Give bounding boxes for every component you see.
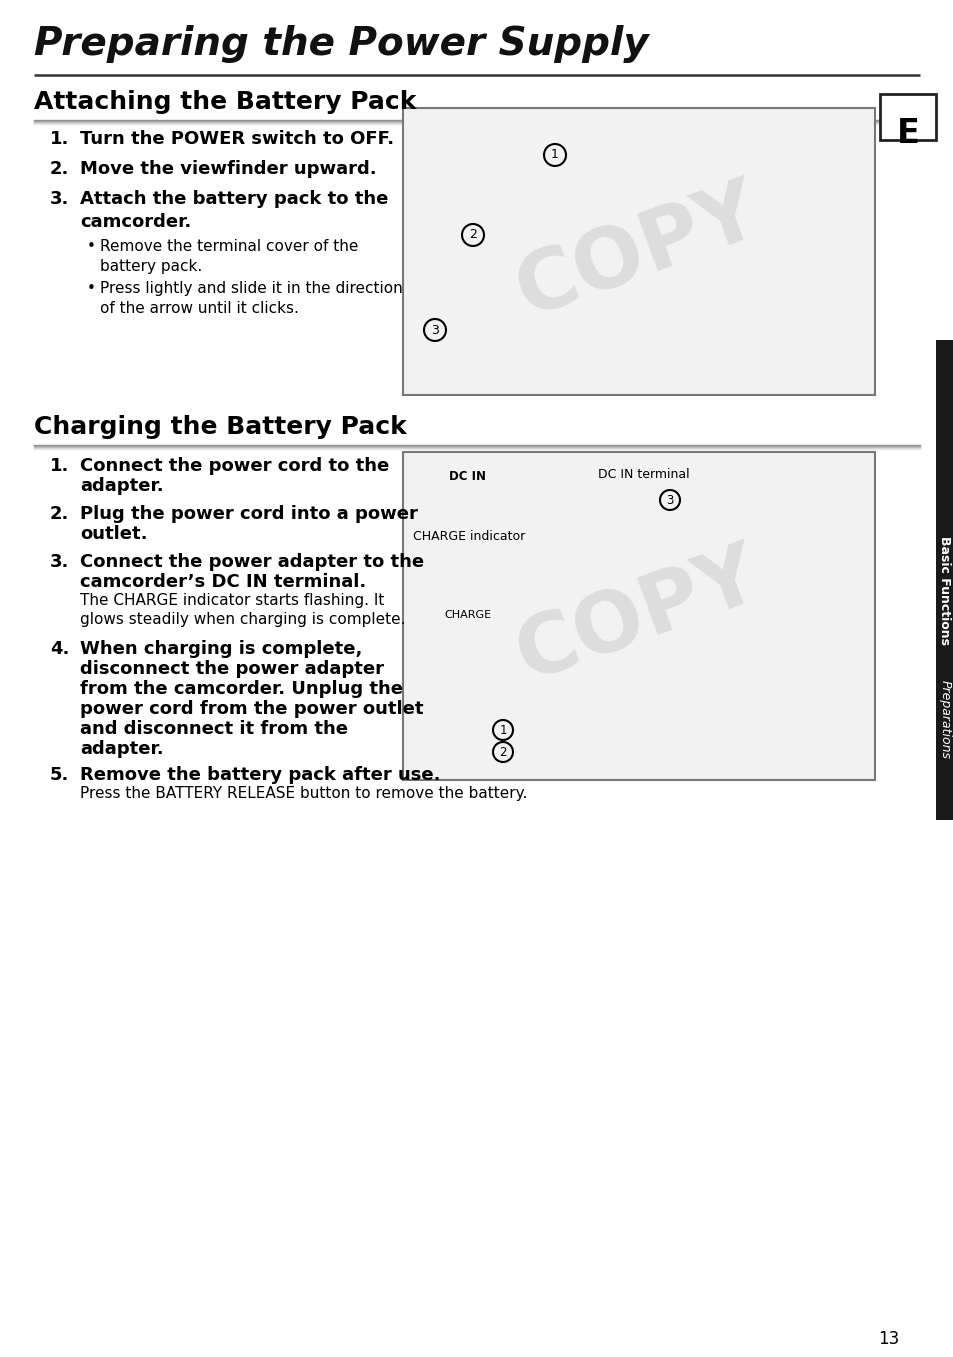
Text: 3: 3	[431, 323, 438, 337]
Text: battery pack.: battery pack.	[100, 259, 202, 274]
Text: When charging is complete,: When charging is complete,	[80, 641, 362, 658]
Text: 1: 1	[498, 723, 506, 737]
Text: glows steadily when charging is complete.: glows steadily when charging is complete…	[80, 612, 405, 627]
Text: 3.: 3.	[50, 190, 70, 208]
Text: CHARGE: CHARGE	[444, 611, 491, 620]
Text: Preparations: Preparations	[938, 680, 950, 760]
Text: power cord from the power outlet: power cord from the power outlet	[80, 700, 423, 718]
Text: from the camcorder. Unplug the: from the camcorder. Unplug the	[80, 680, 402, 697]
Text: 2.: 2.	[50, 505, 70, 522]
Text: Connect the power cord to the: Connect the power cord to the	[80, 457, 389, 475]
Text: adapter.: adapter.	[80, 740, 164, 759]
Text: Plug the power cord into a power: Plug the power cord into a power	[80, 505, 417, 522]
Text: DC IN: DC IN	[449, 470, 486, 483]
Text: Remove the terminal cover of the: Remove the terminal cover of the	[100, 239, 358, 254]
Text: camcorder’s DC IN terminal.: camcorder’s DC IN terminal.	[80, 573, 366, 592]
Text: outlet.: outlet.	[80, 525, 148, 543]
Text: 4.: 4.	[50, 641, 70, 658]
Text: disconnect the power adapter: disconnect the power adapter	[80, 660, 384, 678]
Text: CHARGE indicator: CHARGE indicator	[413, 531, 525, 543]
Text: Move the viewfinder upward.: Move the viewfinder upward.	[80, 160, 376, 178]
Text: Attach the battery pack to the: Attach the battery pack to the	[80, 190, 388, 208]
Text: 3.: 3.	[50, 554, 70, 571]
Text: 1: 1	[551, 148, 558, 161]
Bar	[402, 452, 874, 780]
Text: 1.: 1.	[50, 130, 70, 148]
Text: camcorder.: camcorder.	[80, 213, 191, 231]
Text: Press lightly and slide it in the direction: Press lightly and slide it in the direct…	[100, 281, 402, 296]
Text: Turn the POWER switch to OFF.: Turn the POWER switch to OFF.	[80, 130, 394, 148]
Text: 3: 3	[665, 494, 673, 506]
Text: 1.: 1.	[50, 457, 70, 475]
Text: DC IN terminal: DC IN terminal	[598, 468, 689, 480]
Text: •: •	[87, 281, 95, 296]
Text: E: E	[896, 117, 919, 151]
Text: Preparing the Power Supply: Preparing the Power Supply	[34, 24, 648, 62]
Text: COPY: COPY	[506, 535, 771, 697]
Text: Connect the power adapter to the: Connect the power adapter to the	[80, 554, 424, 571]
Bar	[402, 109, 874, 395]
Text: 5.: 5.	[50, 765, 70, 784]
Text: Basic Functions: Basic Functions	[938, 536, 950, 645]
Text: The CHARGE indicator starts flashing. It: The CHARGE indicator starts flashing. It	[80, 593, 384, 608]
Text: 2: 2	[498, 745, 506, 759]
Text: Press the BATTERY RELEASE button to remove the battery.: Press the BATTERY RELEASE button to remo…	[80, 786, 527, 801]
Text: COPY: COPY	[506, 170, 771, 332]
Text: Attaching the Battery Pack: Attaching the Battery Pack	[34, 90, 416, 114]
Text: 2.: 2.	[50, 160, 70, 178]
Text: •: •	[87, 239, 95, 254]
Bar	[935, 341, 953, 820]
Text: 13: 13	[877, 1330, 899, 1348]
Bar	[879, 94, 935, 140]
Text: adapter.: adapter.	[80, 478, 164, 495]
Text: 2: 2	[469, 228, 476, 242]
Text: and disconnect it from the: and disconnect it from the	[80, 721, 348, 738]
Text: of the arrow until it clicks.: of the arrow until it clicks.	[100, 301, 298, 316]
Text: Remove the battery pack after use.: Remove the battery pack after use.	[80, 765, 440, 784]
Text: Charging the Battery Pack: Charging the Battery Pack	[34, 415, 406, 440]
